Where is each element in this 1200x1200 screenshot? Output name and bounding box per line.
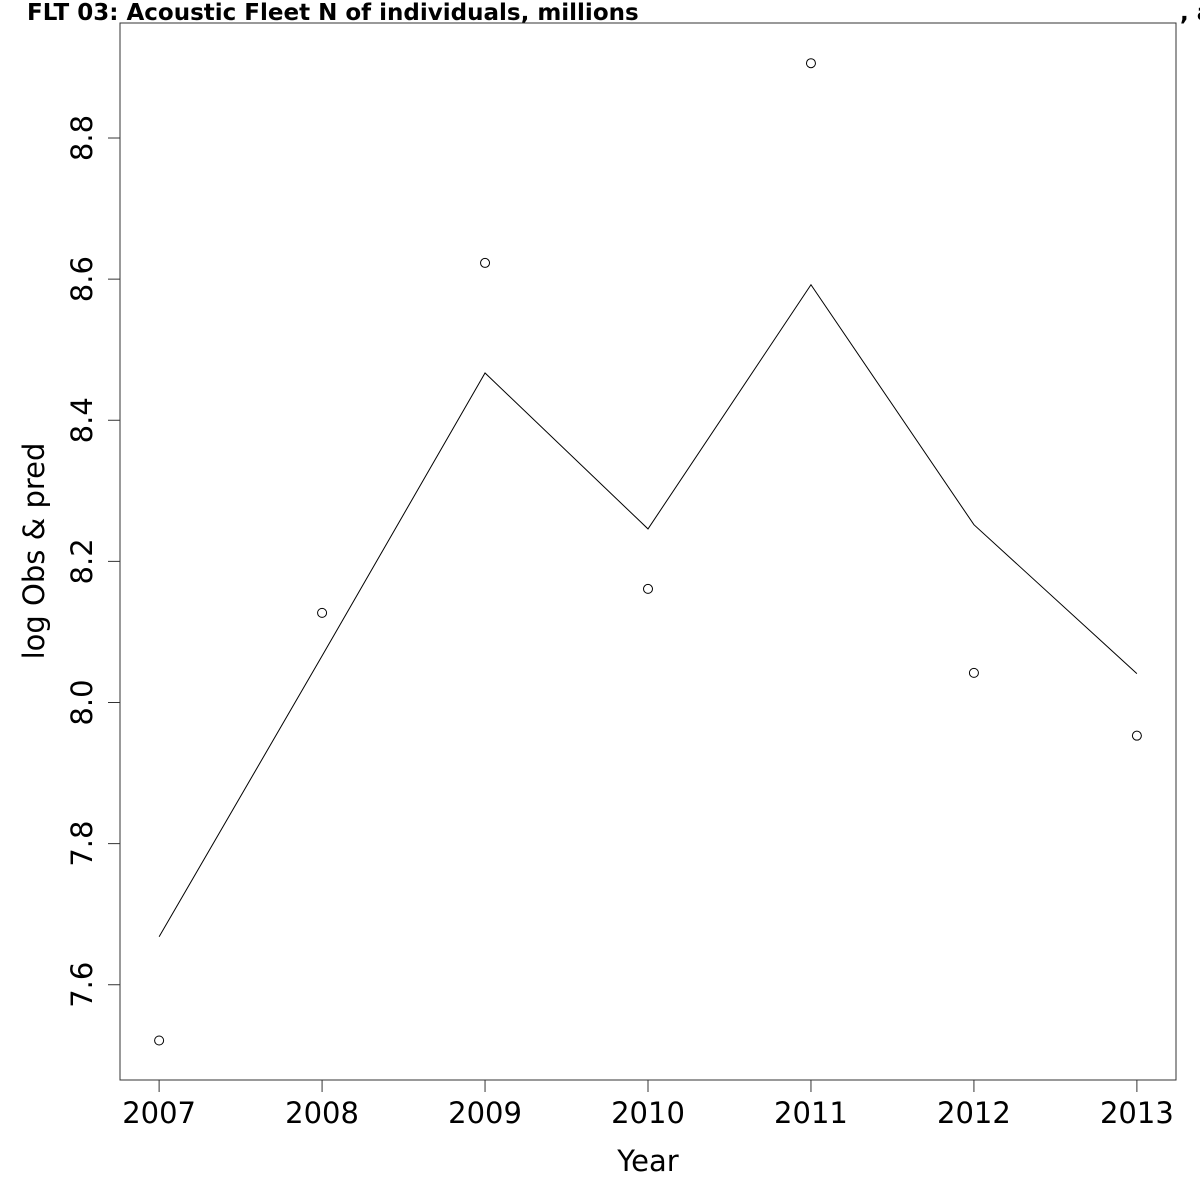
y-tick-label: 8.8 [65,115,99,161]
y-tick-label: 8.6 [65,256,99,302]
x-tick-label: 2013 [1100,1096,1174,1130]
obs-point [643,583,653,594]
y-tick-label: 8.4 [65,397,99,443]
y-tick-label: 8.0 [65,679,99,725]
obs-point [154,1035,165,1046]
obs-point [1131,730,1142,741]
x-tick-label: 2011 [774,1096,848,1130]
chart-title: FLT 03: Acoustic Fleet N of individuals,… [27,0,639,26]
obs-point [805,58,816,69]
x-tick-label: 2009 [448,1096,522,1130]
chart-title-tail: , a [1180,0,1200,26]
y-axis-label: log Obs & pred [17,443,51,660]
x-tick-label: 2010 [611,1096,685,1130]
x-tick-label: 2008 [285,1096,359,1130]
y-tick-label: 8.2 [65,538,99,584]
x-tick-label: 2012 [937,1096,1011,1130]
y-tick-label: 7.8 [65,821,99,867]
obs-point [968,667,979,678]
y-tick-label: 7.6 [65,962,99,1008]
obs-point [317,607,328,618]
obs-point [480,257,491,268]
pred-line [158,283,1138,938]
x-tick-label: 2007 [122,1096,196,1130]
x-axis-label: Year [616,1144,678,1178]
